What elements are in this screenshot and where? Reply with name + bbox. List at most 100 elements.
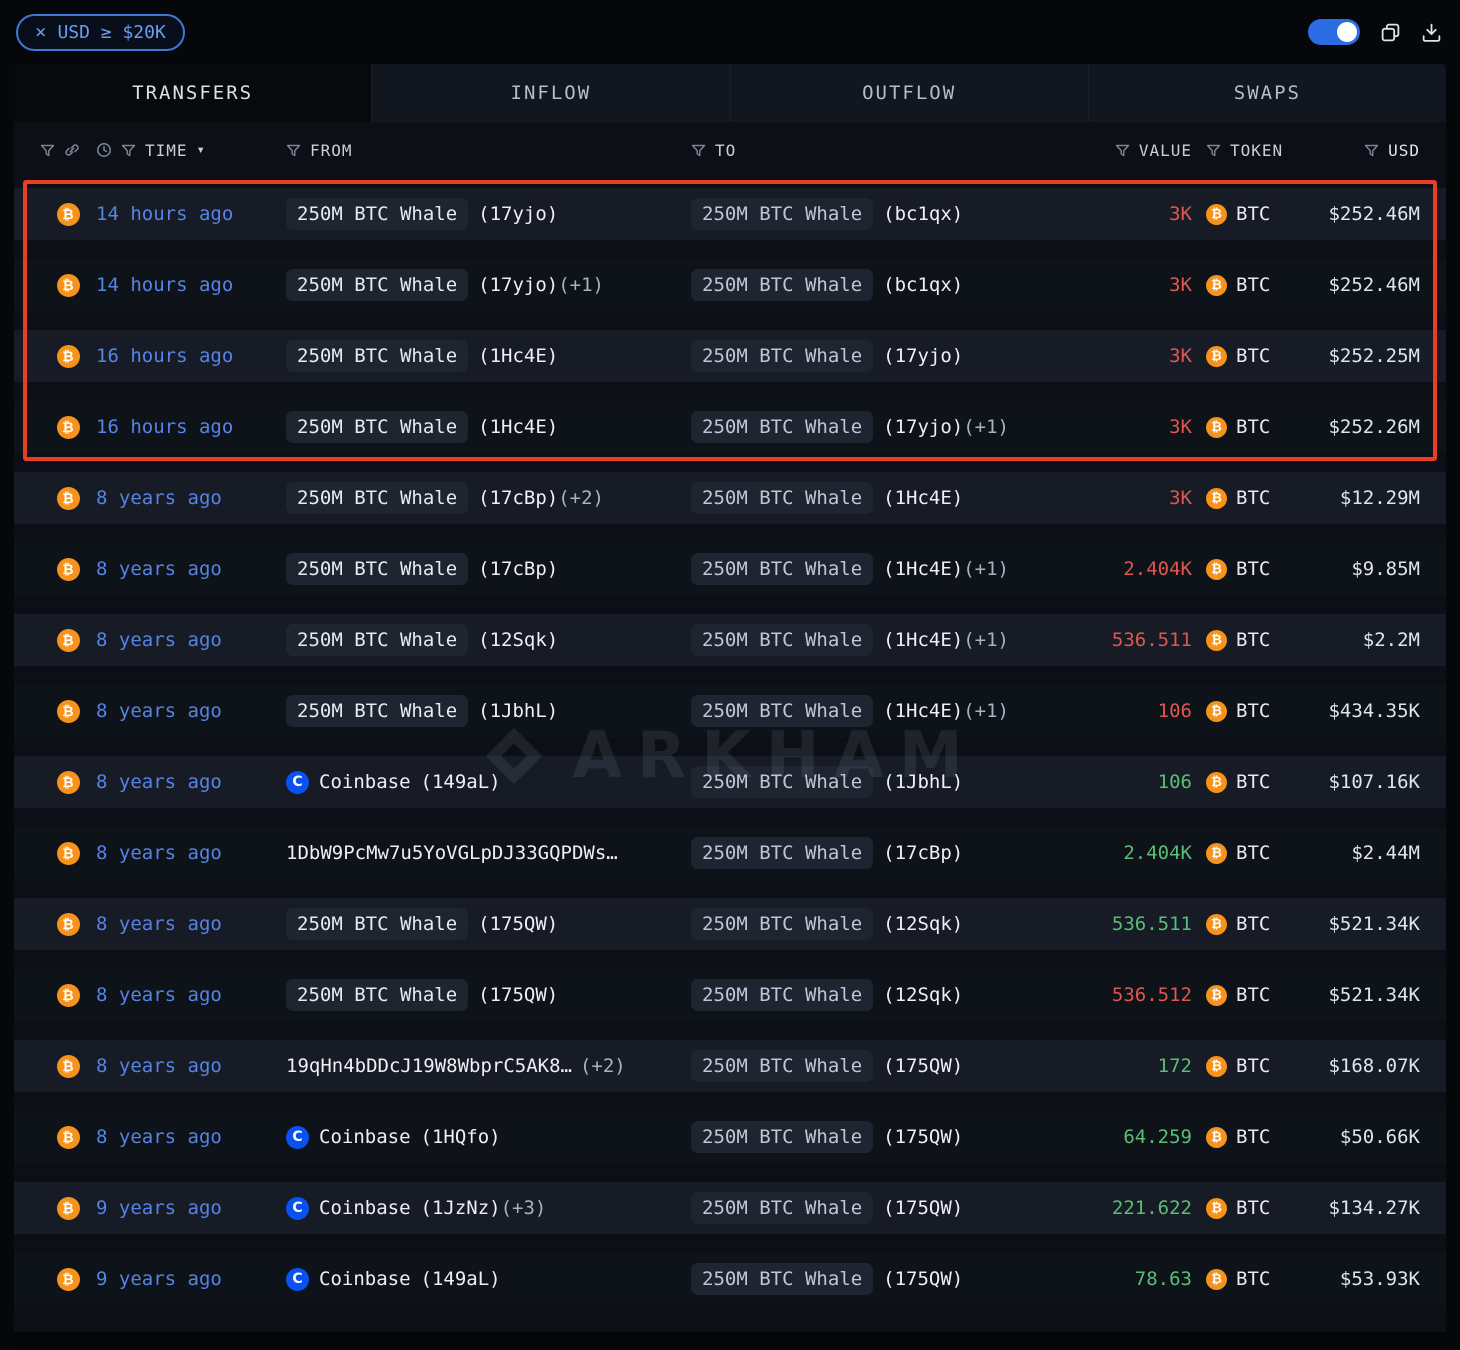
close-icon[interactable]: × [35, 20, 47, 43]
to-cell[interactable]: 250M BTC Whale (1Hc4E) (+1) [691, 624, 1042, 656]
row-time-link[interactable]: 8 years ago [96, 913, 222, 935]
to-cell[interactable]: 250M BTC Whale (12Sqk) [691, 908, 1042, 940]
tab-inflow[interactable]: INFLOW [371, 64, 729, 122]
table-row[interactable]: ₿ 8 years ago 250M BTC Whale (1JbhL) 250M BT… [14, 685, 1446, 737]
row-time-link[interactable]: 14 hours ago [96, 203, 234, 225]
table-row[interactable]: ₿ 8 years ago 250M BTC Whale (175QW) 250M BT… [14, 898, 1446, 950]
address-extra[interactable]: (+3) [500, 1197, 547, 1219]
address[interactable]: (1Hc4E) [478, 416, 559, 438]
filter-icon[interactable] [691, 144, 706, 157]
to-cell[interactable]: 250M BTC Whale (1Hc4E) (+1) [691, 695, 1042, 727]
address[interactable]: (175QW) [883, 1126, 964, 1148]
address[interactable]: (1JzNz) [420, 1197, 501, 1219]
address[interactable]: (175QW) [883, 1268, 964, 1290]
address-extra[interactable]: (+2) [579, 1055, 626, 1077]
entity-badge[interactable]: 250M BTC Whale [286, 624, 469, 656]
table-row[interactable]: ₿ 8 years ago C Coinbase (1HQfo) 250M BTC Wha… [14, 1111, 1446, 1163]
raw-address[interactable]: 1DbW9PcMw7u5YoVGLpDJ33GQPDWs… [286, 842, 618, 864]
chevron-down-icon[interactable]: ▾ [196, 142, 206, 158]
table-row[interactable]: ₿ 8 years ago 250M BTC Whale (12Sqk) 250M BT… [14, 614, 1446, 666]
address[interactable]: (149aL) [420, 771, 501, 793]
from-cell[interactable]: C Coinbase (1HQfo) [286, 1125, 691, 1149]
row-time-link[interactable]: 8 years ago [96, 487, 222, 509]
to-cell[interactable]: 250M BTC Whale (12Sqk) [691, 979, 1042, 1011]
to-cell[interactable]: 250M BTC Whale (175QW) [691, 1263, 1042, 1295]
from-cell[interactable]: 250M BTC Whale (1Hc4E) [286, 411, 691, 443]
filter-icon[interactable] [121, 144, 136, 157]
table-row[interactable]: ₿ 14 hours ago 250M BTC Whale (17yjo) (+1) 25… [14, 259, 1446, 311]
row-time-link[interactable]: 8 years ago [96, 629, 222, 651]
row-time-link[interactable]: 8 years ago [96, 1055, 222, 1077]
entity-badge[interactable]: 250M BTC Whale [691, 198, 874, 230]
address[interactable]: (175QW) [478, 913, 559, 935]
from-cell[interactable]: 250M BTC Whale (17cBp) (+2) [286, 482, 691, 514]
from-cell[interactable]: C Coinbase (1JzNz) (+3) [286, 1196, 691, 1220]
entity-name[interactable]: Coinbase [319, 1197, 411, 1219]
address[interactable]: (12Sqk) [478, 629, 559, 651]
entity-badge[interactable]: 250M BTC Whale [691, 979, 874, 1011]
address[interactable]: (17yjo) [478, 203, 559, 225]
from-cell[interactable]: 250M BTC Whale (17yjo) [286, 198, 691, 230]
table-row[interactable]: ₿ 8 years ago 19qHn4bDDcJ19W8WbprC5AK8… (+2… [14, 1040, 1446, 1092]
row-time-link[interactable]: 14 hours ago [96, 274, 234, 296]
raw-address[interactable]: 19qHn4bDDcJ19W8WbprC5AK8… [286, 1055, 572, 1077]
to-cell[interactable]: 250M BTC Whale (1Hc4E) [691, 482, 1042, 514]
from-cell[interactable]: 1DbW9PcMw7u5YoVGLpDJ33GQPDWs… [286, 842, 691, 864]
address[interactable]: (1Hc4E) [883, 487, 964, 509]
to-cell[interactable]: 250M BTC Whale (1Hc4E) (+1) [691, 553, 1042, 585]
address[interactable]: (12Sqk) [883, 913, 964, 935]
address-extra[interactable]: (+1) [963, 629, 1009, 651]
address-extra[interactable]: (+1) [963, 416, 1009, 438]
bottom-scrollbar-track[interactable] [14, 1332, 1446, 1350]
address[interactable]: (1Hc4E) [883, 629, 964, 651]
to-cell[interactable]: 250M BTC Whale (17yjo) [691, 340, 1042, 372]
from-cell[interactable]: 250M BTC Whale (1Hc4E) [286, 340, 691, 372]
entity-badge[interactable]: 250M BTC Whale [691, 482, 874, 514]
row-time-link[interactable]: 16 hours ago [96, 345, 234, 367]
address[interactable]: (1Hc4E) [883, 700, 964, 722]
to-cell[interactable]: 250M BTC Whale (bc1qx) [691, 269, 1042, 301]
from-cell[interactable]: C Coinbase (149aL) [286, 1267, 691, 1291]
to-cell[interactable]: 250M BTC Whale (175QW) [691, 1121, 1042, 1153]
entity-badge[interactable]: 250M BTC Whale [691, 1263, 874, 1295]
address[interactable]: (1HQfo) [420, 1126, 501, 1148]
copy-button[interactable] [1380, 22, 1401, 43]
from-cell[interactable]: 250M BTC Whale (1JbhL) [286, 695, 691, 727]
row-time-link[interactable]: 8 years ago [96, 771, 222, 793]
row-time-link[interactable]: 8 years ago [96, 984, 222, 1006]
row-time-link[interactable]: 8 years ago [96, 842, 222, 864]
address[interactable]: (17yjo) [478, 274, 559, 296]
table-row[interactable]: ₿ 8 years ago 250M BTC Whale (175QW) 250M BT… [14, 969, 1446, 1021]
entity-badge[interactable]: 250M BTC Whale [286, 695, 469, 727]
address[interactable]: (1Hc4E) [883, 558, 964, 580]
from-cell[interactable]: 250M BTC Whale (175QW) [286, 908, 691, 940]
from-cell[interactable]: C Coinbase (149aL) [286, 770, 691, 794]
address[interactable]: (bc1qx) [883, 203, 964, 225]
address[interactable]: (149aL) [420, 1268, 501, 1290]
table-row[interactable]: ₿ 8 years ago 250M BTC Whale (17cBp) (+2) 250… [14, 472, 1446, 524]
address[interactable]: (175QW) [478, 984, 559, 1006]
entity-badge[interactable]: 250M BTC Whale [691, 553, 874, 585]
address[interactable]: (1JbhL) [478, 700, 559, 722]
clock-icon[interactable] [96, 142, 112, 158]
address[interactable]: (bc1qx) [883, 274, 964, 296]
entity-badge[interactable]: 250M BTC Whale [691, 837, 874, 869]
tab-outflow[interactable]: OUTFLOW [729, 64, 1088, 122]
entity-badge[interactable]: 250M BTC Whale [691, 411, 874, 443]
table-row[interactable]: ₿ 8 years ago 250M BTC Whale (17cBp) 250M BT… [14, 543, 1446, 595]
address[interactable]: (17cBp) [883, 842, 964, 864]
address[interactable]: (17cBp) [478, 487, 559, 509]
from-cell[interactable]: 250M BTC Whale (17cBp) [286, 553, 691, 585]
table-row[interactable]: ₿ 9 years ago C Coinbase (149aL) 250M BTC Wha… [14, 1253, 1446, 1305]
address[interactable]: (1JbhL) [883, 771, 964, 793]
table-row[interactable]: ₿ 8 years ago 1DbW9PcMw7u5YoVGLpDJ33GQPDWs… [14, 827, 1446, 879]
address[interactable]: (17yjo) [883, 345, 964, 367]
entity-badge[interactable]: 250M BTC Whale [691, 1192, 874, 1224]
to-cell[interactable]: 250M BTC Whale (175QW) [691, 1050, 1042, 1082]
from-cell[interactable]: 250M BTC Whale (12Sqk) [286, 624, 691, 656]
table-row[interactable]: ₿ 8 years ago C Coinbase (149aL) 250M BTC Wha… [14, 756, 1446, 808]
address[interactable]: (17cBp) [478, 558, 559, 580]
to-cell[interactable]: 250M BTC Whale (bc1qx) [691, 198, 1042, 230]
entity-badge[interactable]: 250M BTC Whale [286, 908, 469, 940]
row-time-link[interactable]: 9 years ago [96, 1268, 222, 1290]
